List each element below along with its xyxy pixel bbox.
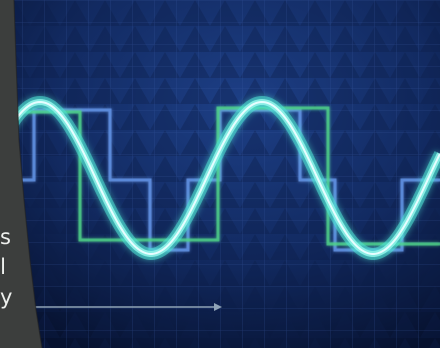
side-panel-fragment: s bbox=[0, 225, 11, 249]
sine-wave bbox=[0, 95, 440, 260]
side-panel-fragment: l bbox=[0, 255, 6, 279]
side-panel bbox=[0, 0, 42, 348]
time-arrow bbox=[30, 303, 222, 311]
side-panel-fragment: y bbox=[0, 285, 13, 309]
side-panel-text: s l y bbox=[0, 222, 40, 312]
sine-wave-core bbox=[0, 100, 440, 255]
side-panel-edge bbox=[13, 0, 43, 348]
